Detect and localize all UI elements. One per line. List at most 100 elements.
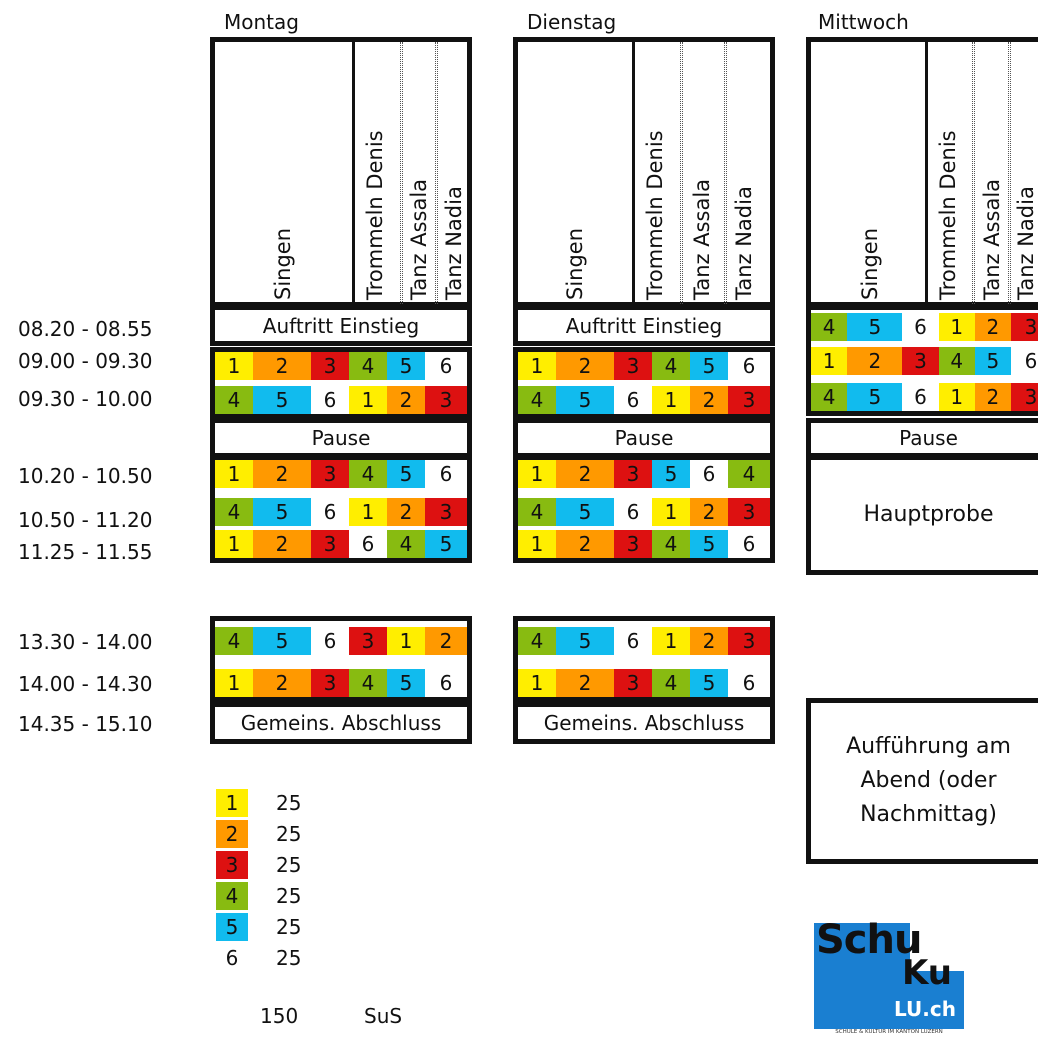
group-cell: 5: [556, 627, 614, 655]
group-cell: 4: [652, 669, 690, 697]
group-cell: 5: [253, 386, 311, 414]
label-tanz-nadia: Tanz Nadia: [732, 186, 756, 300]
logo-text-lu: LU.ch: [894, 997, 956, 1021]
group-cell: 5: [425, 530, 467, 558]
label-singen: Singen: [563, 227, 587, 300]
group-cell: 2: [690, 386, 728, 414]
group-cell: 4: [811, 383, 848, 411]
group-cell: 3: [311, 352, 349, 380]
time-label: 13.30 - 14.00: [18, 630, 153, 654]
group-cell: 1: [938, 383, 975, 411]
auftritt-label: Auftritt Einstieg: [565, 313, 723, 338]
group-cell: 4: [518, 386, 556, 414]
label-trommeln: Trommeln Denis: [363, 130, 387, 300]
group-cell: 3: [614, 669, 652, 697]
legend-count: 25: [276, 791, 302, 815]
header-divider: [1008, 42, 1011, 304]
day-title-mittwoch: Mittwoch: [818, 10, 909, 34]
group-cell: 1: [387, 627, 425, 655]
legend-swatch: 5: [216, 913, 248, 941]
group-cell: 6: [425, 352, 467, 380]
legend-swatch: 4: [216, 882, 248, 910]
group-cell: 2: [556, 352, 614, 380]
group-cell: 2: [690, 627, 728, 655]
group-cell: 6: [311, 498, 349, 526]
abschluss-band: Gemeins. Abschluss: [210, 702, 472, 744]
legend-count: 25: [276, 853, 302, 877]
day-title-dienstag: Dienstag: [527, 10, 617, 34]
abschluss-label: Gemeins. Abschluss: [240, 711, 442, 735]
label-trommeln: Trommeln Denis: [936, 130, 960, 300]
group-cell: 5: [387, 352, 425, 380]
group-cell: 1: [652, 386, 690, 414]
legend-row: 1 25: [216, 789, 301, 817]
time-label: 11.25 - 11.55: [18, 540, 153, 564]
group-cell: 6: [728, 352, 770, 380]
legend-swatch: 1: [216, 789, 248, 817]
hauptprobe-label: Hauptprobe: [863, 502, 994, 527]
pause-band: Pause: [806, 418, 1038, 458]
group-cell: 1: [518, 530, 556, 558]
group-cell: 4: [518, 498, 556, 526]
group-cell: 6: [690, 460, 728, 488]
time-label: 14.00 - 14.30: [18, 672, 153, 696]
pause-label: Pause: [311, 426, 371, 450]
group-cell: 2: [387, 386, 425, 414]
group-cell: 3: [311, 460, 349, 488]
group-cell: 5: [556, 498, 614, 526]
group-cell: 2: [690, 498, 728, 526]
group-cell: 1: [811, 347, 848, 375]
group-cell: 1: [518, 352, 556, 380]
group-cell: 5: [847, 383, 903, 411]
pause-band: Pause: [513, 418, 775, 458]
group-cell: 3: [349, 627, 387, 655]
group-cell: 1: [518, 460, 556, 488]
group-cell: 3: [425, 498, 467, 526]
mittwoch-header: [806, 37, 1038, 307]
group-cell: 5: [652, 460, 690, 488]
group-cell: 1: [938, 313, 975, 341]
day-title-montag: Montag: [224, 10, 299, 34]
legend-row: 3 25: [216, 851, 301, 879]
group-cell: 2: [974, 313, 1011, 341]
label-tanz-assala: Tanz Assala: [980, 178, 1004, 300]
group-cell: 2: [387, 498, 425, 526]
group-cell: 1: [215, 460, 253, 488]
label-singen: Singen: [858, 227, 882, 300]
group-cell: 2: [847, 347, 903, 375]
group-cell: 3: [614, 352, 652, 380]
group-cell: 6: [311, 627, 349, 655]
group-cell: 4: [215, 498, 253, 526]
group-cell: 3: [902, 347, 939, 375]
label-tanz-assala: Tanz Assala: [407, 178, 431, 300]
group-cell: 2: [253, 530, 311, 558]
legend-count: 25: [276, 884, 302, 908]
pause-label: Pause: [899, 426, 958, 450]
legend-swatch: 2: [216, 820, 248, 848]
pause-band: Pause: [210, 418, 472, 458]
group-cell: 2: [253, 460, 311, 488]
hauptprobe-box: Hauptprobe: [806, 455, 1038, 575]
group-cell: 1: [349, 386, 387, 414]
legend-swatch: 3: [216, 851, 248, 879]
legend-count: 25: [276, 915, 302, 939]
schuku-logo: Schu Ku LU.ch SCHULE & KULTUR IM KANTON …: [814, 917, 964, 1039]
group-cell: 6: [311, 386, 349, 414]
header-divider: [972, 42, 975, 304]
group-cell: 4: [349, 352, 387, 380]
group-cell: 6: [902, 313, 939, 341]
group-cell: 6: [902, 383, 939, 411]
group-cell: 1: [215, 669, 253, 697]
group-cell: 5: [690, 669, 728, 697]
legend-row: 5 25: [216, 913, 301, 941]
